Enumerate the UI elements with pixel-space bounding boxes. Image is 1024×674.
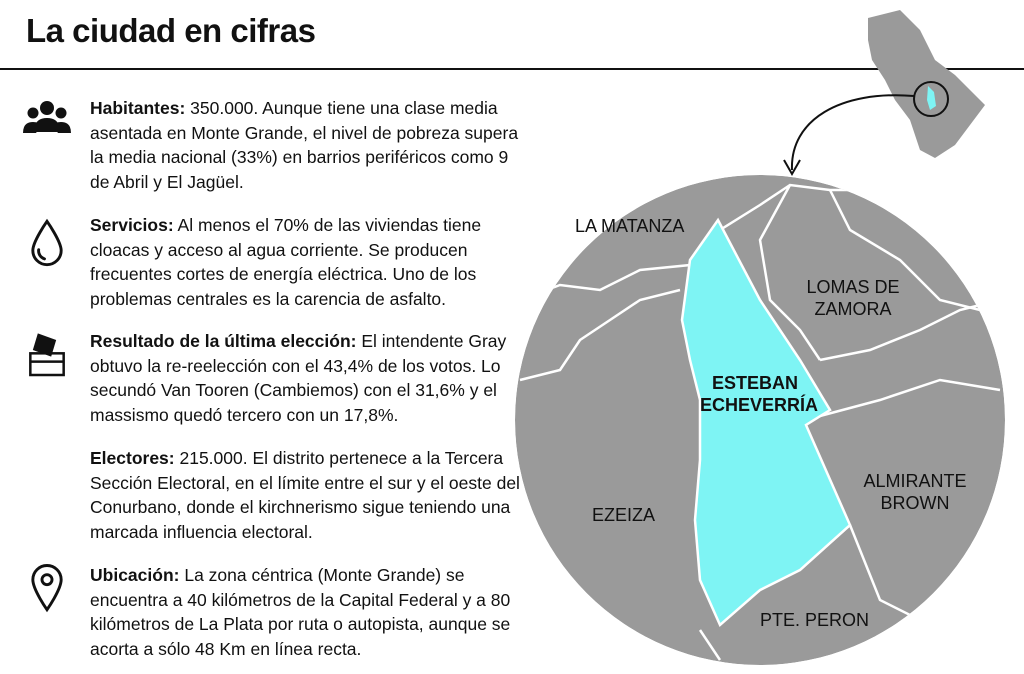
- location-pin-icon: [31, 564, 63, 613]
- habitantes-text: 350.000. Aunque tiene una clase media as…: [90, 98, 519, 192]
- locator-map: [868, 10, 985, 158]
- ubicacion-item: Ubicación: La zona céntrica (Monte Grand…: [90, 563, 530, 661]
- esteban-echeverria-district: [680, 217, 852, 628]
- locator-highlight: [927, 86, 936, 110]
- label-lomas-de-zamora: LOMAS DE ZAMORA: [800, 276, 906, 320]
- locator-arrow: [790, 94, 915, 171]
- pte-peron-west-border: [698, 629, 722, 661]
- label-esteban-line1: ESTEBAN: [711, 373, 798, 393]
- electores-text: 215.000. El distrito pertenece a la Terc…: [90, 448, 520, 542]
- ezeiza-north-border: [519, 288, 681, 382]
- label-la-matanza: LA MATANZA: [575, 216, 685, 236]
- ubicacion-heading: Ubicación:: [90, 565, 180, 585]
- label-ezeiza: EZEIZA: [592, 505, 656, 525]
- label-pte-peron: PTE. PERON: [760, 610, 870, 630]
- resultado-item: Resultado de la última elección: El inte…: [90, 329, 530, 427]
- electores-item: Electores: 215.000. El distrito pertenec…: [90, 446, 530, 544]
- ballot-box-icon: [29, 333, 65, 377]
- people-icon: [23, 101, 71, 133]
- resultado-text: El intendente Gray obtuvo la re-reelecci…: [90, 331, 507, 425]
- label-almirante-line2: BROWN: [880, 493, 950, 513]
- lomas-south-border: [819, 298, 1001, 362]
- habitantes-heading: Habitantes:: [90, 98, 186, 118]
- header-bar: La ciudad en cifras: [0, 0, 1024, 70]
- label-almirante-line1: ALMIRANTE: [863, 471, 967, 491]
- water-drop-icon: [31, 218, 63, 267]
- ubicacion-text: La zona céntrica (Monte Grande) se encue…: [90, 565, 511, 659]
- electores-heading: Electores:: [90, 448, 175, 468]
- locator-circle: [913, 81, 949, 117]
- label-esteban-line2: ECHEVERRÍA: [700, 395, 819, 415]
- label-almirante-brown: ALMIRANTE BROWN: [860, 470, 970, 514]
- lomas-west-border: [758, 184, 822, 361]
- resultado-heading: Resultado de la última elección:: [90, 331, 357, 351]
- arrow-head-icon: [783, 159, 801, 177]
- label-lomas-line1: LOMAS DE: [806, 277, 900, 297]
- almirante-north-border: [804, 378, 1001, 422]
- servicios-item: Servicios: Al menos el 70% de las vivien…: [90, 213, 530, 311]
- servicios-text: Al menos el 70% de las viviendas tiene c…: [90, 215, 482, 309]
- label-lomas-line2: ZAMORA: [814, 299, 892, 319]
- label-esteban-echeverria: ESTEBAN ECHEVERRÍA: [700, 372, 819, 416]
- map-circle: [515, 175, 1005, 665]
- habitantes-item: Habitantes: 350.000. Aunque tiene una cl…: [90, 96, 530, 194]
- servicios-heading: Servicios:: [90, 215, 174, 235]
- page-title: La ciudad en cifras: [26, 12, 316, 49]
